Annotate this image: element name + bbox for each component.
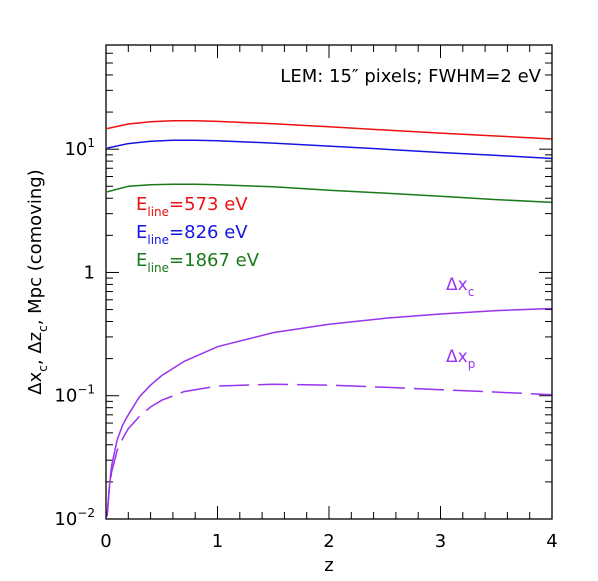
x-tick-label: 0 bbox=[100, 531, 111, 552]
x-axis-label: z bbox=[324, 555, 333, 576]
series-line-2 bbox=[106, 183, 553, 204]
x-tick-label: 3 bbox=[435, 531, 446, 552]
x-tick-label: 4 bbox=[546, 531, 557, 552]
y-tick-label: 1 bbox=[84, 262, 95, 283]
axis-ticks bbox=[105, 44, 553, 520]
legend-entry-573: Eline=573 eV bbox=[136, 194, 248, 219]
y-tick-label: 10−2 bbox=[54, 506, 95, 530]
y-tick-label: 10−1 bbox=[54, 383, 95, 407]
series-line-3 bbox=[106, 307, 553, 517]
legend: Eline=573 eV Eline=826 eV Eline=1867 eV bbox=[136, 194, 260, 275]
tick-labels: 0 1 2 3 4 10−2 10−1 1 101 bbox=[54, 136, 557, 552]
series-line-4 bbox=[106, 383, 553, 517]
annotation-dxp: Δxp bbox=[446, 347, 475, 371]
series-line-0 bbox=[106, 120, 553, 140]
legend-entry-1867: Eline=1867 eV bbox=[136, 250, 260, 275]
y-tick-label: 101 bbox=[64, 136, 95, 160]
plot-curves bbox=[106, 120, 553, 517]
series-line-1 bbox=[106, 139, 553, 160]
plot-frame bbox=[105, 44, 553, 520]
y-axis-label: Δxc, Δzc, Mpc (comoving) bbox=[25, 169, 50, 394]
x-tick-label: 1 bbox=[212, 531, 223, 552]
annotation-dxc: Δxc bbox=[446, 275, 474, 299]
chart-title: LEM: 15″ pixels; FWHM=2 eV bbox=[280, 66, 541, 87]
legend-entry-826: Eline=826 eV bbox=[136, 222, 248, 247]
x-tick-label: 2 bbox=[323, 531, 334, 552]
